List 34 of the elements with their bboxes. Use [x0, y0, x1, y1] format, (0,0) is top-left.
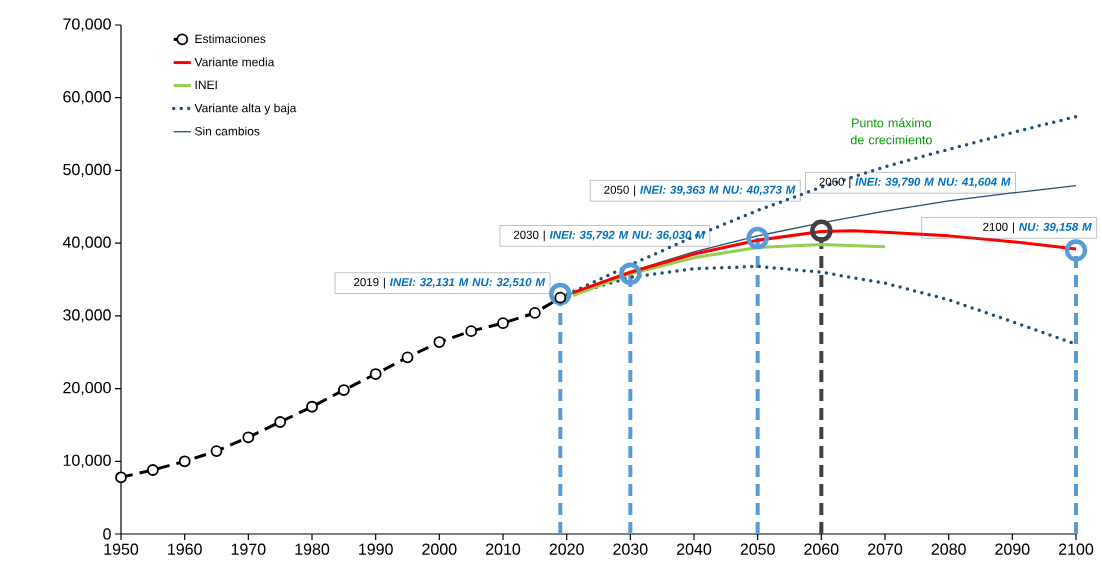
x-tick-label: 2070 — [868, 543, 903, 555]
legend-label: Variante media — [194, 57, 275, 67]
x-tick-label: 1970 — [231, 543, 266, 555]
annotation: 2100 | NU: 39,158 M — [983, 222, 1092, 234]
y-tick-label: 20,000 — [63, 381, 111, 396]
legend-label: Estimaciones — [195, 34, 266, 44]
x-tick-label: 1950 — [104, 543, 139, 555]
x-tick-label: 2010 — [486, 543, 521, 555]
x-tick-label: 2030 — [613, 543, 648, 555]
y-tick-label: 40,000 — [62, 236, 111, 250]
y-tick-label: 50,000 — [63, 163, 111, 178]
legend-label: INEI — [195, 80, 217, 89]
x-tick-label: 2060 — [804, 543, 839, 555]
x-tick-label: 1990 — [359, 543, 393, 555]
x-tick-label: 2020 — [549, 543, 584, 555]
y-tick-label: 10,000 — [63, 454, 111, 468]
x-tick-label: 2000 — [422, 543, 457, 555]
y-tick-label: 60,000 — [63, 91, 111, 105]
annotation: 2030 | INEI: 35,792 M NU: 36,030 M — [513, 230, 706, 242]
y-tick-label: 0 — [103, 528, 111, 540]
y-tick-label: 30,000 — [63, 309, 111, 323]
legend-label: Sin cambios — [195, 126, 260, 136]
annotation: 2050 | INEI: 39,363 M NU: 40,373 M — [604, 185, 796, 197]
x-tick-label: 1980 — [295, 543, 330, 555]
y-tick-label: 70,000 — [63, 18, 111, 32]
x-tick-label: 2050 — [740, 543, 775, 555]
x-tick-label: 2090 — [995, 543, 1030, 555]
x-tick-label: 2040 — [677, 543, 712, 555]
x-tick-label: 2080 — [931, 543, 966, 555]
x-tick-label: 1960 — [168, 543, 202, 555]
x-tick-label: 2100 — [1059, 543, 1094, 555]
legend-label: Variante alta y baja — [194, 103, 297, 115]
annotation: Punto máximo de crecimiento — [850, 118, 932, 145]
annotation: 2019 | INEI: 32,131 M NU: 32,510 M — [354, 277, 546, 289]
